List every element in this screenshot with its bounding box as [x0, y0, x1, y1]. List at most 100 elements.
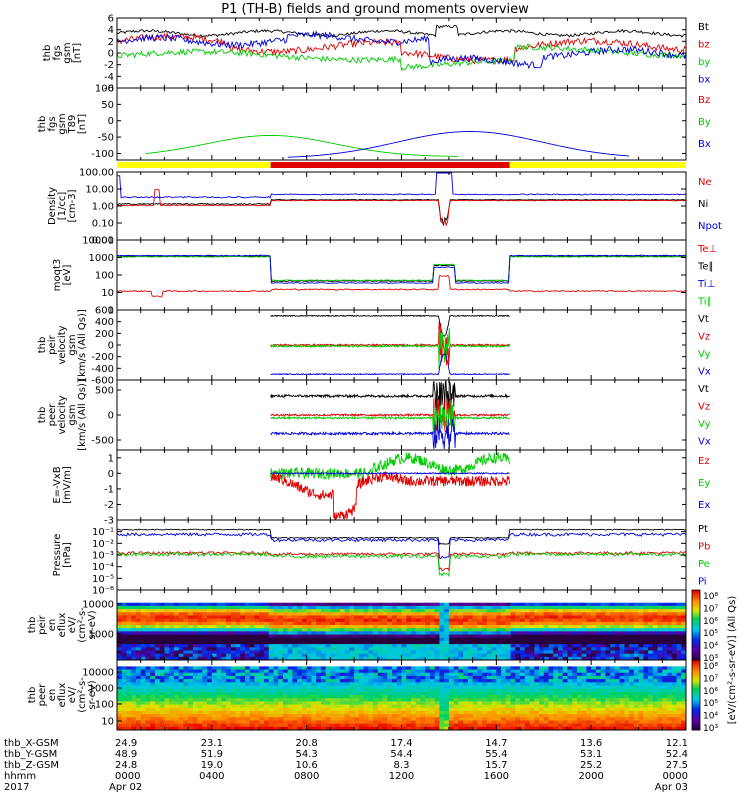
electron_spectrogram-cell	[600, 714, 606, 718]
ion_spectrogram-cell	[192, 656, 199, 661]
ion_spectrogram-cell	[681, 605, 687, 610]
ion_spectrogram-cell	[543, 609, 549, 613]
ion_spectrogram-cell	[482, 618, 488, 623]
electron_spectrogram-cell	[316, 701, 322, 705]
electron_spectrogram-cell	[202, 707, 208, 712]
ion_spectrogram-cell	[472, 625, 478, 629]
ion_spectrogram-cell	[368, 609, 374, 613]
electron_spectrogram-cell	[221, 688, 227, 693]
ion_spectrogram-cell	[226, 621, 232, 626]
ion_spectrogram-cell	[657, 602, 663, 607]
electron_spectrogram-cell	[316, 698, 322, 702]
electron_spectrogram-cell	[207, 691, 213, 696]
ion_spectrogram-cell	[330, 637, 336, 642]
electron_spectrogram-cell	[401, 698, 407, 702]
ion_spectrogram-cell	[401, 615, 407, 620]
temperature-ytick-label: 10000	[82, 236, 114, 247]
electron_spectrogram-cell	[131, 672, 137, 677]
ion_spectrogram-cell	[415, 653, 421, 658]
ion_spectrogram-cell	[553, 634, 559, 639]
ion_spectrogram-cell	[415, 634, 421, 639]
electron_spectrogram-cell	[154, 675, 161, 680]
ion_spectrogram-cell	[576, 631, 583, 635]
electron_spectrogram-cell	[211, 669, 217, 674]
electron_spectrogram-cell	[344, 679, 350, 683]
ion_spectrogram-cell	[339, 605, 345, 610]
electron_spectrogram-cell	[292, 720, 298, 725]
electron_spectrogram-cell	[268, 691, 274, 696]
ion_spectrogram-cell	[543, 637, 549, 642]
fgs-ytick-label: -2	[104, 60, 114, 71]
electron_spectrogram-cell	[467, 679, 474, 683]
electron_spectrogram-cell	[420, 714, 426, 718]
ion_spectrogram-cell	[263, 653, 270, 658]
electron_spectrogram-cell	[292, 691, 298, 696]
electron_spectrogram-cell	[135, 710, 142, 715]
ion_spectrogram-cell	[657, 653, 663, 658]
ion_spectrogram-cell	[263, 631, 270, 635]
electron_spectrogram-cell	[491, 714, 497, 718]
ion_spectrogram-cell	[548, 628, 554, 632]
ion_spectrogram-cell	[311, 631, 317, 635]
electron_spectrogram-cell	[344, 691, 350, 696]
density-ytick-label: 10.00	[85, 185, 114, 196]
ion_spectrogram-cell	[496, 640, 502, 645]
ion_spectrogram-cell	[197, 631, 203, 635]
ion_spectrogram-cell	[339, 612, 345, 616]
electron_spectrogram-cell	[273, 688, 279, 693]
ion_spectrogram-cell	[382, 609, 388, 613]
ion_spectrogram-cell	[539, 644, 545, 648]
ion_spectrogram-cell	[444, 615, 450, 620]
ion_spectrogram-cell	[548, 621, 554, 626]
ion_spectrogram-cell	[145, 634, 151, 639]
electron_spectrogram-cell	[344, 714, 350, 718]
ion_spectrogram-cell	[510, 644, 516, 648]
ion_spectrogram-cell	[648, 634, 654, 639]
ion_spectrogram-cell	[543, 634, 549, 639]
electron_spectrogram-cell	[529, 688, 535, 693]
ion_spectrogram-cell	[301, 644, 308, 648]
electron_spectrogram-cell	[434, 688, 440, 693]
ion_spectrogram-cell	[401, 602, 407, 607]
electron_spectrogram-cell	[472, 704, 478, 709]
ion_spectrogram-cell	[629, 609, 635, 613]
electron_spectrogram-cell	[453, 672, 459, 677]
electron_spectrogram-cell	[553, 675, 559, 680]
ion_spectrogram-cell	[643, 625, 649, 629]
ion_spectrogram-cell	[325, 653, 331, 658]
electron_spectrogram-cell	[572, 720, 578, 725]
electron_spectrogram-cell	[425, 666, 431, 670]
electron_spectrogram-cell	[557, 701, 564, 705]
ion_spectrogram-cell	[197, 612, 203, 616]
ion_spectrogram-cell	[297, 656, 303, 661]
ion_spectrogram-cell	[235, 628, 241, 632]
ion_spectrogram-cell	[543, 605, 549, 610]
electron_velocity-ytick-label: 500	[95, 386, 114, 397]
ion_spectrogram-cell	[463, 615, 469, 620]
pressure-ytick-label: 10⁻³	[92, 551, 114, 562]
electron_spectrogram-cell	[358, 717, 364, 721]
electron_spectrogram-cell	[249, 666, 255, 670]
electron_spectrogram-cell	[373, 675, 379, 680]
ion_spectrogram-cell	[306, 625, 312, 629]
ion_spectrogram-cell	[591, 609, 597, 613]
electron_spectrogram-cell	[429, 714, 436, 718]
ion_spectrogram-cell	[306, 644, 312, 648]
electron_spectrogram-cell	[410, 679, 417, 683]
ion_spectrogram-cell	[657, 605, 663, 610]
ion_spectrogram-cell	[662, 618, 668, 623]
ion_spectrogram-cell	[448, 615, 455, 620]
ion_spectrogram-cell	[486, 609, 492, 613]
electron_spectrogram-cell	[192, 701, 199, 705]
electron_spectrogram-cell	[548, 698, 554, 702]
electron_spectrogram-cell	[425, 726, 431, 731]
ion_spectrogram-cell	[543, 656, 549, 661]
ion_spectrogram-cell	[572, 653, 578, 658]
electron_spectrogram-cell	[614, 679, 621, 683]
electron_spectrogram-cell	[463, 723, 469, 728]
ion_spectrogram-cell	[358, 621, 364, 626]
ion_spectrogram-cell	[354, 625, 360, 629]
electron_spectrogram-cell	[472, 666, 478, 670]
ion_spectrogram-cell	[515, 631, 521, 635]
electron_spectrogram-cell	[192, 688, 199, 693]
